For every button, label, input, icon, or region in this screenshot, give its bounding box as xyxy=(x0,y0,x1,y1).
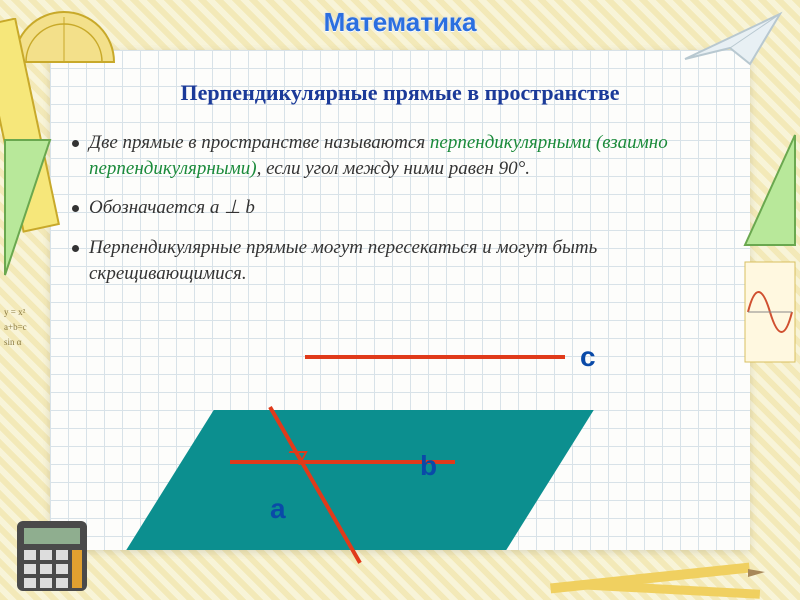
plane xyxy=(126,410,593,550)
bullet-item: Обозначается a ⊥ b xyxy=(72,195,738,221)
sine-graph-icon xyxy=(743,260,798,370)
bullet-dot-icon xyxy=(72,245,79,252)
calculator-icon xyxy=(12,516,102,596)
equations-icon: y = x² a+b=c sin α xyxy=(2,300,52,380)
geometry-diagram: c b a xyxy=(150,355,650,560)
label-a: a xyxy=(270,493,286,525)
svg-text:y = x²: y = x² xyxy=(4,307,26,317)
bullet-item: Две прямые в пространстве называются пер… xyxy=(72,130,738,181)
label-b: b xyxy=(420,450,437,482)
bullet-text: Перпендикулярные прямые могут пересекать… xyxy=(89,235,738,286)
page-title: Математика xyxy=(0,7,800,38)
line-c xyxy=(305,355,565,359)
bullet-dot-icon xyxy=(72,140,79,147)
svg-text:sin α: sin α xyxy=(4,337,22,347)
bullet-dot-icon xyxy=(72,205,79,212)
triangle-left-icon xyxy=(0,135,55,285)
label-c: c xyxy=(580,341,596,373)
triangle-right-icon xyxy=(740,130,800,250)
section-heading: Перпендикулярные прямые в пространстве xyxy=(70,80,730,106)
bullet-text: Две прямые в пространстве называются пер… xyxy=(89,130,738,181)
bullet-item: Перпендикулярные прямые могут пересекать… xyxy=(72,235,738,286)
svg-text:a+b=c: a+b=c xyxy=(4,322,27,332)
content-area: Две прямые в пространстве называются пер… xyxy=(72,130,738,300)
bullet-text: Обозначается a ⊥ b xyxy=(89,195,255,221)
